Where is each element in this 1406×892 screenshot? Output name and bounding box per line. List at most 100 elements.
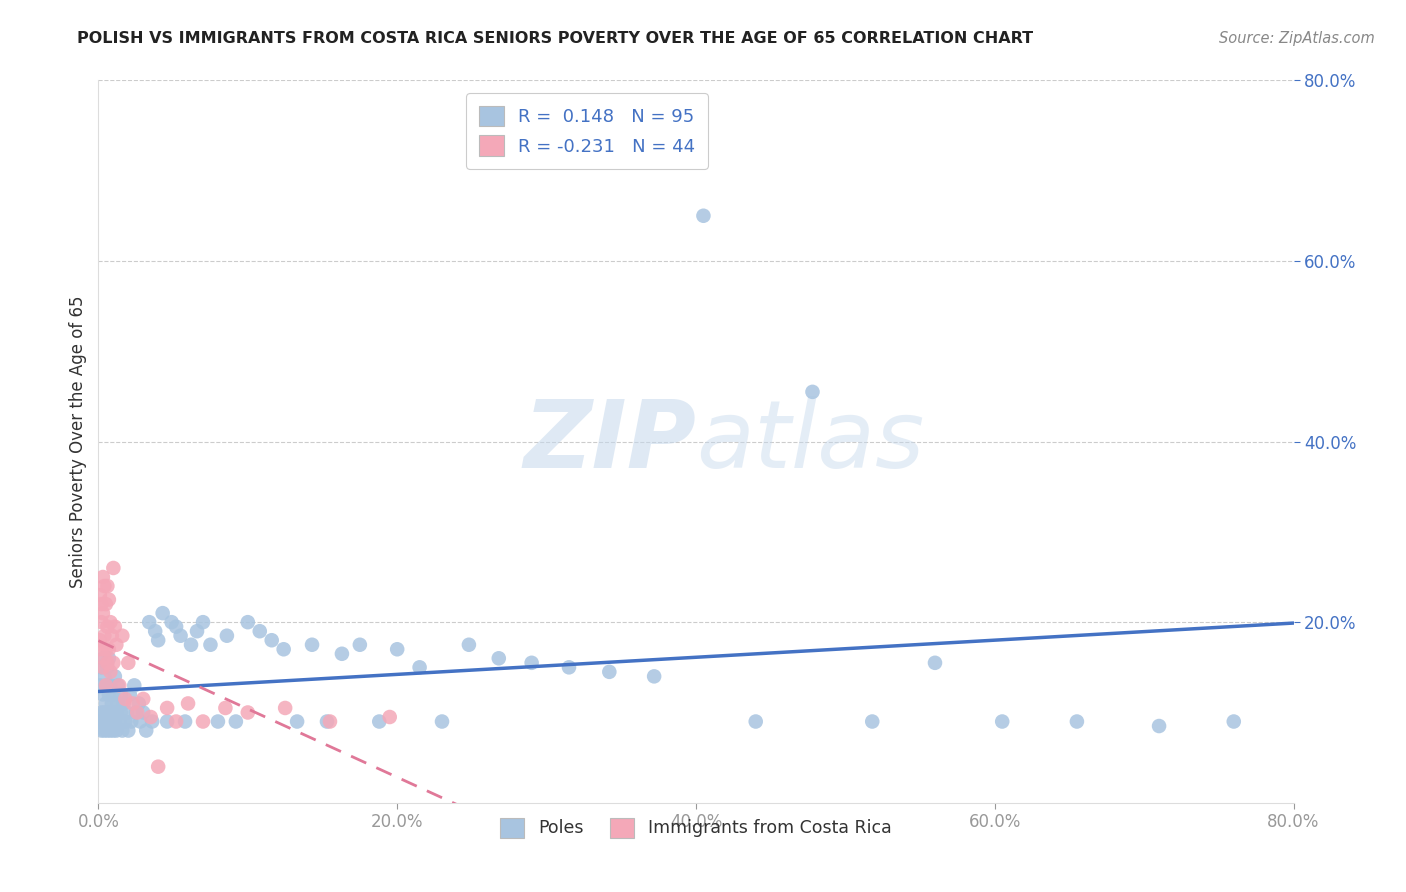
Point xyxy=(128,697,150,711)
Point xyxy=(93,651,115,665)
Point xyxy=(94,678,117,692)
Point xyxy=(924,656,946,670)
Point xyxy=(156,701,179,715)
Point xyxy=(180,638,202,652)
Legend: Poles, Immigrants from Costa Rica: Poles, Immigrants from Costa Rica xyxy=(494,811,898,845)
Point xyxy=(97,592,120,607)
Point xyxy=(112,697,135,711)
Point xyxy=(488,651,510,665)
Text: Source: ZipAtlas.com: Source: ZipAtlas.com xyxy=(1219,31,1375,46)
Point xyxy=(97,642,120,657)
Point xyxy=(129,714,152,729)
Point xyxy=(152,606,174,620)
Point xyxy=(160,615,183,630)
Point xyxy=(96,706,118,720)
Point xyxy=(98,678,122,692)
Point xyxy=(169,629,191,643)
Point xyxy=(165,714,187,729)
Point xyxy=(191,714,214,729)
Point xyxy=(91,660,114,674)
Text: POLISH VS IMMIGRANTS FROM COSTA RICA SENIORS POVERTY OVER THE AGE OF 65 CORRELAT: POLISH VS IMMIGRANTS FROM COSTA RICA SEN… xyxy=(77,31,1033,46)
Point xyxy=(301,638,323,652)
Point xyxy=(93,723,115,738)
Point xyxy=(156,714,179,729)
Point xyxy=(121,697,143,711)
Point xyxy=(96,579,118,593)
Point xyxy=(104,669,127,683)
Point xyxy=(330,647,353,661)
Point xyxy=(110,687,132,701)
Point xyxy=(107,678,129,692)
Point xyxy=(89,633,111,648)
Point xyxy=(125,706,148,720)
Point xyxy=(558,660,581,674)
Point xyxy=(148,760,170,774)
Point xyxy=(191,615,214,630)
Point xyxy=(115,706,138,720)
Point xyxy=(89,588,111,602)
Point xyxy=(132,692,155,706)
Point xyxy=(101,714,124,729)
Point xyxy=(430,714,453,729)
Point xyxy=(141,714,163,729)
Point xyxy=(520,656,543,670)
Point xyxy=(991,714,1014,729)
Point xyxy=(1147,719,1170,733)
Point xyxy=(93,629,115,643)
Point xyxy=(349,638,371,652)
Point xyxy=(274,701,297,715)
Point xyxy=(378,710,401,724)
Point xyxy=(801,384,824,399)
Point xyxy=(285,714,308,729)
Point xyxy=(408,660,430,674)
Point xyxy=(110,706,132,720)
Point xyxy=(91,687,114,701)
Point xyxy=(236,706,259,720)
Point xyxy=(90,706,112,720)
Point xyxy=(90,660,112,674)
Point xyxy=(90,597,112,611)
Point xyxy=(124,678,146,692)
Point xyxy=(114,692,136,706)
Point xyxy=(94,714,117,729)
Point xyxy=(120,714,142,729)
Point xyxy=(90,723,112,738)
Point xyxy=(692,209,714,223)
Point xyxy=(97,651,120,665)
Point xyxy=(98,615,122,630)
Point xyxy=(111,723,134,738)
Point xyxy=(207,714,229,729)
Point xyxy=(107,697,129,711)
Point xyxy=(598,665,620,679)
Point xyxy=(91,714,114,729)
Point xyxy=(93,669,115,683)
Point xyxy=(135,723,157,738)
Point xyxy=(643,669,665,683)
Point xyxy=(91,606,114,620)
Point xyxy=(236,615,259,630)
Point xyxy=(249,624,271,639)
Point xyxy=(177,697,200,711)
Point xyxy=(103,706,125,720)
Text: ZIP: ZIP xyxy=(523,395,696,488)
Point xyxy=(132,706,155,720)
Point xyxy=(93,579,115,593)
Point xyxy=(139,710,162,724)
Point xyxy=(138,615,160,630)
Point xyxy=(1066,714,1088,729)
Point xyxy=(165,620,187,634)
Point xyxy=(225,714,247,729)
Point xyxy=(105,706,128,720)
Point xyxy=(93,706,115,720)
Point xyxy=(273,642,295,657)
Point xyxy=(101,629,124,643)
Point xyxy=(385,642,409,657)
Point xyxy=(215,629,238,643)
Point xyxy=(96,723,118,738)
Point xyxy=(108,678,131,692)
Y-axis label: Seniors Poverty Over the Age of 65: Seniors Poverty Over the Age of 65 xyxy=(69,295,87,588)
Point xyxy=(104,620,127,634)
Point xyxy=(111,629,134,643)
Point xyxy=(174,714,197,729)
Point xyxy=(103,561,125,575)
